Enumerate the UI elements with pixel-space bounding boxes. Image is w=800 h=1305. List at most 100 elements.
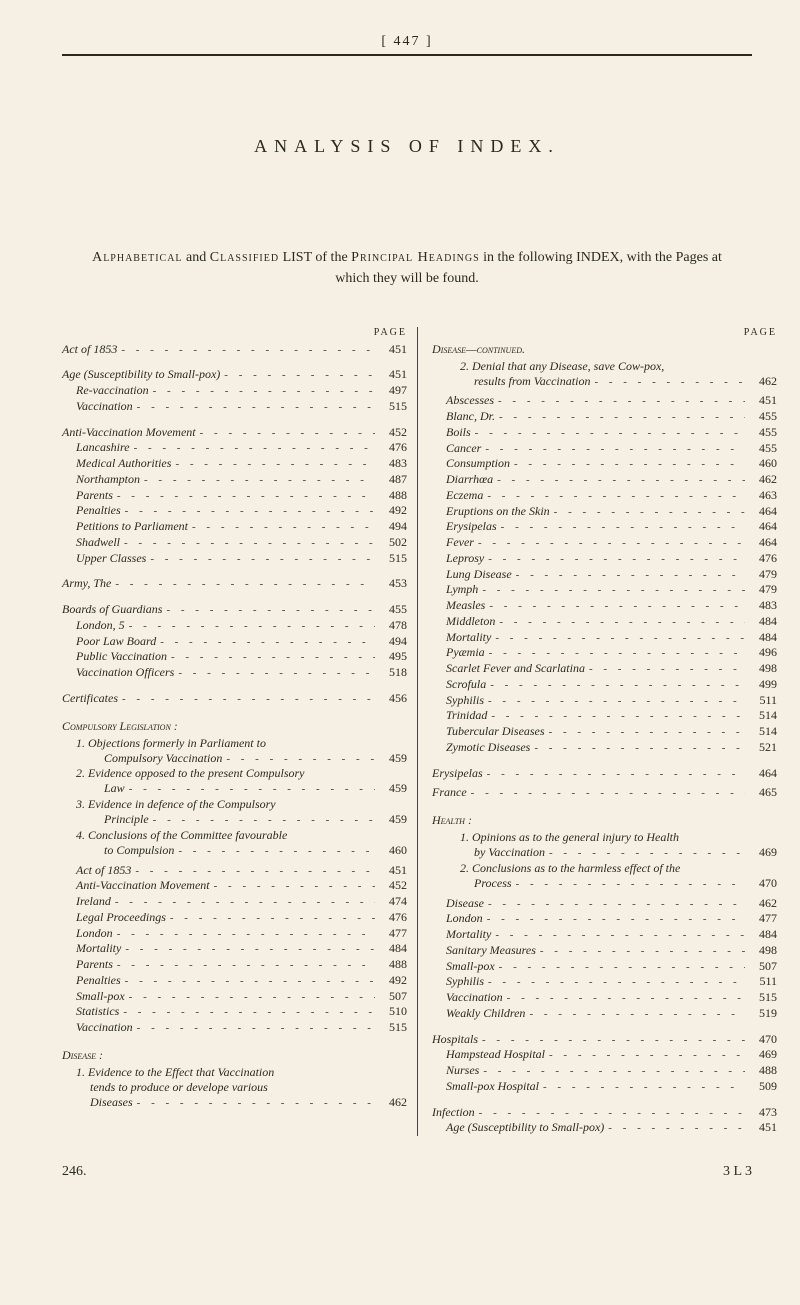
index-heading: Health : (432, 813, 777, 828)
leader-dashes (529, 1006, 745, 1022)
index-page-ref: 479 (749, 582, 777, 597)
footer-right: 3 L 3 (723, 1164, 752, 1180)
leader-dashes (115, 576, 375, 592)
index-term: Process (474, 876, 512, 891)
index-entry: Syphilis511 (432, 974, 777, 990)
index-page-ref: 484 (379, 941, 407, 956)
index-page-ref: 514 (749, 708, 777, 723)
index-term: Measles (446, 598, 485, 613)
leader-dashes (514, 456, 745, 472)
index-entry: Principle459 (62, 812, 407, 828)
index-text-line: 2. Evidence opposed to the present Compu… (62, 766, 407, 781)
index-entry: Compulsory Vaccination459 (62, 751, 407, 767)
index-entry: Shadwell502 (62, 535, 407, 551)
index-term: Upper Classes (76, 551, 146, 566)
index-term: Middleton (446, 614, 495, 629)
index-entry: Upper Classes515 (62, 551, 407, 567)
index-entry: Parents488 (62, 957, 407, 973)
index-entry: Ireland474 (62, 894, 407, 910)
index-entry: Hospitals470 (432, 1032, 777, 1048)
index-page-ref: 452 (379, 425, 407, 440)
index-entry: Anti-Vaccination Movement452 (62, 878, 407, 894)
leader-dashes (170, 910, 375, 926)
leader-dashes (124, 535, 375, 551)
index-entry: Blanc, Dr.455 (432, 409, 777, 425)
index-page-ref: 456 (379, 691, 407, 706)
index-entry: Scrofula499 (432, 677, 777, 693)
spacer (62, 1036, 407, 1046)
index-entry: Anti-Vaccination Movement452 (62, 425, 407, 441)
leader-dashes (178, 843, 375, 859)
leader-dashes (153, 812, 375, 828)
index-heading-text: Compulsory Legislation : (62, 719, 178, 733)
index-page-ref: 502 (379, 535, 407, 550)
index-heading: Compulsory Legislation : (62, 719, 407, 734)
index-term: Mortality (446, 630, 491, 645)
index-page-ref: 488 (379, 957, 407, 972)
index-page-ref: 464 (749, 504, 777, 519)
index-entry: Boards of Guardians455 (62, 602, 407, 618)
spacer (62, 592, 407, 602)
index-term: Scrofula (446, 677, 486, 692)
index-page-ref: 521 (749, 740, 777, 755)
index-entry: London477 (62, 926, 407, 942)
index-term: Act of 1853 (62, 342, 117, 357)
leader-dashes (200, 425, 375, 441)
index-page-ref: 488 (749, 1063, 777, 1078)
index-entry: Tubercular Diseases514 (432, 724, 777, 740)
index-term: London (446, 911, 483, 926)
index-page-ref: 483 (749, 598, 777, 613)
index-entry: London477 (432, 911, 777, 927)
index-text-line: 2. Denial that any Disease, save Cow-pox… (432, 359, 777, 374)
index-page-ref: 510 (379, 1004, 407, 1019)
index-term: Cancer (446, 441, 481, 456)
index-page-ref: 515 (379, 1020, 407, 1035)
leader-dashes (498, 393, 745, 409)
leader-dashes (487, 911, 745, 927)
index-entry: Medical Authorities483 (62, 456, 407, 472)
spacer (432, 756, 777, 766)
index-term: Certificates (62, 691, 118, 706)
leader-dashes (160, 634, 375, 650)
index-term: France (432, 785, 467, 800)
index-page-ref: 519 (749, 1006, 777, 1021)
index-entry: Vaccination Officers518 (62, 665, 407, 681)
index-page-ref: 484 (749, 630, 777, 645)
index-entry: Vaccination515 (62, 399, 407, 415)
intro-sc-1: Alphabetical (92, 250, 182, 265)
leader-dashes (488, 693, 745, 709)
leader-dashes (478, 535, 745, 551)
index-entry: Diarrhœa462 (432, 472, 777, 488)
index-entry: Law459 (62, 781, 407, 797)
index-term: Public Vaccination (76, 649, 167, 664)
index-page-ref: 488 (379, 488, 407, 503)
leader-dashes (490, 677, 745, 693)
index-entry: Mortality484 (432, 927, 777, 943)
index-entry: Eczema463 (432, 488, 777, 504)
index-entry: results from Vaccination462 (432, 374, 777, 390)
leader-dashes (471, 785, 745, 801)
index-entry: Penalties492 (62, 503, 407, 519)
index-entry: Boils455 (432, 425, 777, 441)
index-page-ref: 511 (749, 693, 777, 708)
index-term: Boards of Guardians (62, 602, 162, 617)
index-entry: Erysipelas464 (432, 766, 777, 782)
index-text-line: 1. Evidence to the Effect that Vaccinati… (62, 1065, 407, 1080)
index-term: Vaccination (446, 990, 503, 1005)
index-entry: Disease462 (432, 896, 777, 912)
index-term: Act of 1853 (76, 863, 131, 878)
index-entry: to Compulsion460 (62, 843, 407, 859)
index-term: Northampton (76, 472, 140, 487)
index-term: Small-pox (76, 989, 125, 1004)
intro-text-2: LIST of the (279, 250, 351, 265)
index-page-ref: 498 (749, 943, 777, 958)
leader-dashes (495, 630, 745, 646)
index-text-line: 1. Objections formerly in Parliament to (62, 736, 407, 751)
index-entry: Sanitary Measures498 (432, 943, 777, 959)
leader-dashes (115, 894, 375, 910)
index-heading: Disease—continued. (432, 342, 777, 357)
index-term: Pyæmia (446, 645, 485, 660)
index-page-ref: 459 (379, 812, 407, 827)
intro-sc-2: Classified (210, 250, 279, 265)
index-entry: Lymph479 (432, 582, 777, 598)
